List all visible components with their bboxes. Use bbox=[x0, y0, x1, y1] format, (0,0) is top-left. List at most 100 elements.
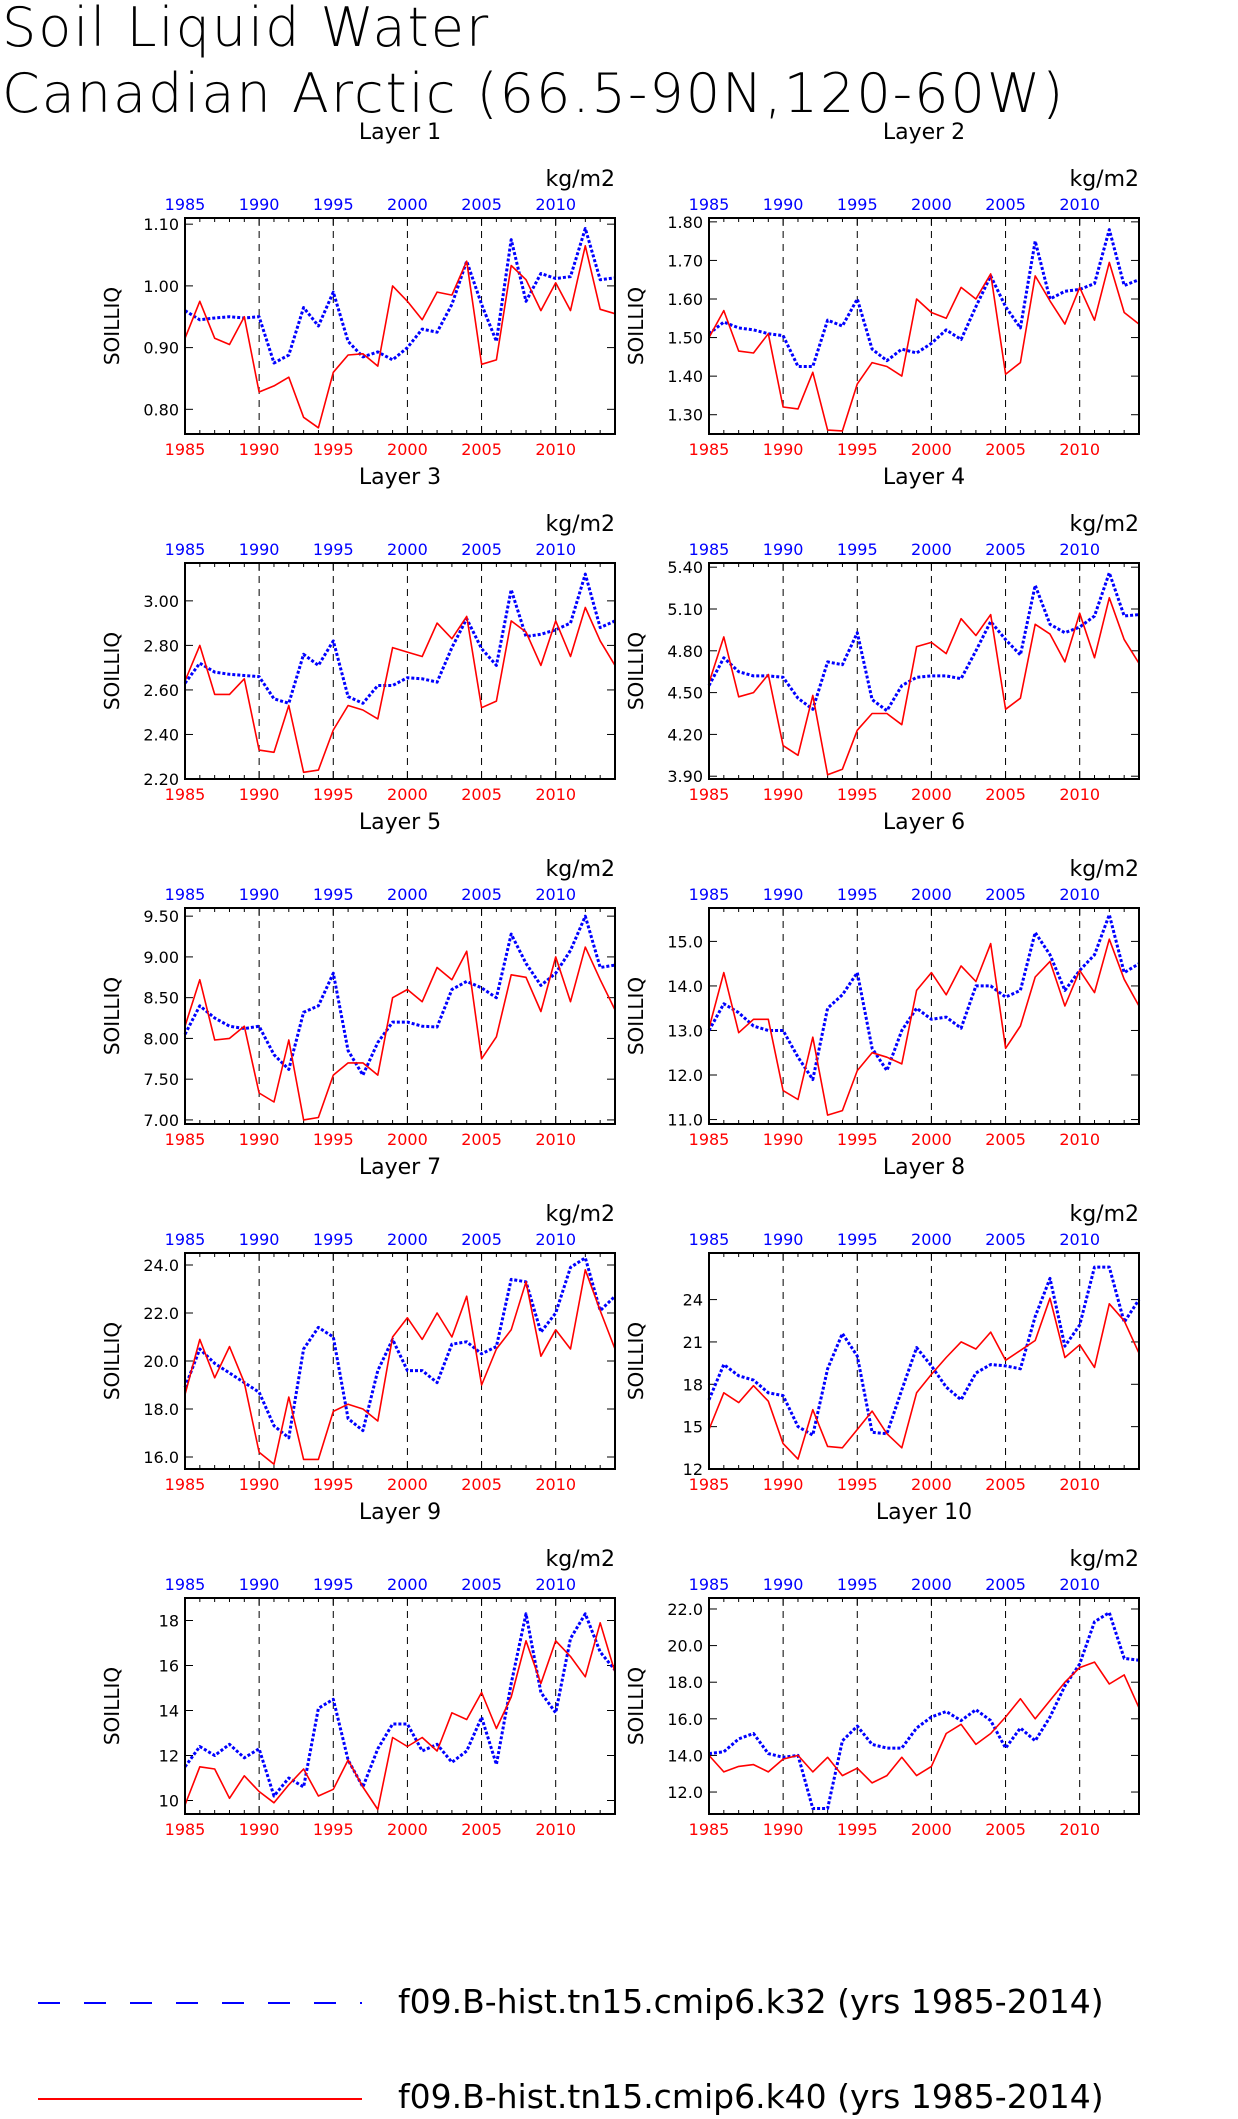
panel-title: Layer 4 bbox=[883, 465, 965, 490]
x-tick-label-bottom: 1990 bbox=[239, 1130, 280, 1149]
x-tick-label-top: 2010 bbox=[1059, 195, 1100, 214]
x-tick-label-bottom: 2005 bbox=[985, 1475, 1026, 1494]
y-tick-label: 9.50 bbox=[143, 907, 179, 926]
units-label: kg/m2 bbox=[545, 1547, 615, 1572]
x-tick-label-bottom: 2000 bbox=[387, 440, 428, 459]
y-tick-label: 3.00 bbox=[143, 592, 179, 611]
y-tick-label: 22.0 bbox=[667, 1600, 703, 1619]
panel-title: Layer 3 bbox=[359, 465, 441, 490]
x-tick-label-top: 2000 bbox=[387, 540, 428, 559]
x-tick-label-top: 2010 bbox=[1059, 540, 1100, 559]
x-tick-label-bottom: 2005 bbox=[461, 1475, 502, 1494]
x-tick-label-top: 1990 bbox=[239, 540, 280, 559]
panel-title: Layer 1 bbox=[359, 120, 441, 145]
x-tick-label-bottom: 2010 bbox=[1059, 785, 1100, 804]
x-tick-label-top: 2005 bbox=[985, 1575, 1026, 1594]
x-tick-label-bottom: 2005 bbox=[985, 440, 1026, 459]
y-axis-label: SOILLIQ bbox=[100, 632, 124, 710]
x-tick-label-bottom: 1995 bbox=[837, 1130, 878, 1149]
y-tick-label: 5.10 bbox=[667, 600, 703, 619]
x-tick-label-top: 1985 bbox=[165, 885, 206, 904]
series-line-k40 bbox=[184, 1622, 616, 1811]
series-line-k32 bbox=[707, 571, 1140, 713]
x-tick-label-top: 1985 bbox=[165, 540, 206, 559]
y-tick-label: 12.0 bbox=[667, 1066, 703, 1085]
units-label: kg/m2 bbox=[545, 512, 615, 537]
series-line-k32 bbox=[183, 572, 616, 705]
x-tick-label-top: 1985 bbox=[689, 540, 730, 559]
x-tick-label-bottom: 1995 bbox=[313, 1820, 354, 1839]
series-line-k32 bbox=[707, 913, 1140, 1081]
figure-title-line1: Soil Liquid Water bbox=[2, 0, 490, 59]
x-tick-label-bottom: 2010 bbox=[1059, 440, 1100, 459]
series-line-k40 bbox=[184, 946, 616, 1121]
x-tick-label-top: 2000 bbox=[911, 540, 952, 559]
chart-panel-layer-6: Layer 6 kg/m2 SOILLIQ 1985 1985 1990 1990 1995 1… bbox=[624, 810, 1140, 1149]
x-tick-label-top: 1990 bbox=[239, 1230, 280, 1249]
y-tick-label: 10 bbox=[159, 1792, 179, 1811]
x-tick-label-top: 2000 bbox=[911, 195, 952, 214]
x-tick-label-top: 1990 bbox=[239, 195, 280, 214]
chart-panel-layer-8: Layer 8 kg/m2 SOILLIQ 1985 1985 1990 1990 1995 1… bbox=[624, 1155, 1141, 1494]
y-tick-label: 1.40 bbox=[667, 367, 703, 386]
y-axis-label: SOILLIQ bbox=[100, 287, 124, 365]
y-tick-label: 22.0 bbox=[143, 1304, 179, 1323]
plot-frame bbox=[708, 1252, 1140, 1470]
x-tick-label-bottom: 2000 bbox=[387, 1475, 428, 1494]
y-tick-label: 1.60 bbox=[667, 290, 703, 309]
x-tick-label-top: 1995 bbox=[837, 885, 878, 904]
x-tick-label-top: 2005 bbox=[985, 885, 1026, 904]
y-tick-label: 5.40 bbox=[667, 558, 703, 577]
series-line-k40 bbox=[184, 1269, 616, 1465]
x-tick-label-top: 2010 bbox=[1059, 885, 1100, 904]
x-tick-label-top: 1985 bbox=[165, 1230, 206, 1249]
x-tick-label-top: 2000 bbox=[387, 195, 428, 214]
plot-frame bbox=[708, 217, 1140, 435]
y-tick-label: 12 bbox=[683, 1460, 703, 1479]
units-label: kg/m2 bbox=[1069, 167, 1139, 192]
chart-panel-layer-7: Layer 7 kg/m2 SOILLIQ 1985 1985 1990 1990 1995 1… bbox=[100, 1155, 617, 1494]
y-tick-label: 14.0 bbox=[667, 977, 703, 996]
y-axis-label: SOILLIQ bbox=[624, 1322, 648, 1400]
y-tick-label: 16.0 bbox=[667, 1710, 703, 1729]
series-line-k32 bbox=[183, 1612, 617, 1798]
panel-title: Layer 5 bbox=[359, 810, 441, 835]
y-tick-label: 13.0 bbox=[667, 1021, 703, 1040]
y-tick-label: 0.80 bbox=[143, 400, 179, 419]
x-tick-label-bottom: 2010 bbox=[1059, 1475, 1100, 1494]
x-tick-label-top: 2010 bbox=[1059, 1230, 1100, 1249]
x-tick-label-bottom: 2000 bbox=[911, 1130, 952, 1149]
y-tick-label: 11.0 bbox=[667, 1111, 703, 1130]
x-tick-label-bottom: 1985 bbox=[689, 1820, 730, 1839]
y-tick-label: 7.50 bbox=[143, 1070, 179, 1089]
chart-panel-layer-9: Layer 9 kg/m2 SOILLIQ 1985 1985 1990 1990 1995 1… bbox=[100, 1500, 617, 1839]
panel-title: Layer 7 bbox=[359, 1155, 441, 1180]
x-tick-label-bottom: 2005 bbox=[985, 1820, 1026, 1839]
plot-frame bbox=[708, 1597, 1140, 1815]
series-line-k40 bbox=[184, 606, 616, 774]
y-tick-label: 18.0 bbox=[667, 1673, 703, 1692]
y-tick-label: 16 bbox=[159, 1657, 179, 1676]
x-tick-label-bottom: 2005 bbox=[461, 785, 502, 804]
x-tick-label-bottom: 1995 bbox=[837, 440, 878, 459]
y-axis-label: SOILLIQ bbox=[100, 1667, 124, 1745]
x-tick-label-bottom: 1990 bbox=[763, 440, 804, 459]
y-tick-label: 14 bbox=[159, 1702, 179, 1721]
x-tick-label-top: 1990 bbox=[763, 885, 804, 904]
y-tick-label: 18.0 bbox=[143, 1400, 179, 1419]
legend-label-k40: f09.B-hist.tn15.cmip6.k40 (yrs 1985-2014… bbox=[398, 2077, 1104, 2116]
x-tick-label-bottom: 2005 bbox=[461, 440, 502, 459]
y-tick-label: 24 bbox=[683, 1291, 703, 1310]
y-tick-label: 16.0 bbox=[143, 1448, 179, 1467]
x-tick-label-bottom: 1990 bbox=[239, 440, 280, 459]
plot-frame bbox=[184, 217, 616, 435]
series-line-k40 bbox=[708, 261, 1140, 432]
x-tick-label-bottom: 2000 bbox=[911, 1820, 952, 1839]
x-tick-label-top: 2000 bbox=[911, 1575, 952, 1594]
plot-frame bbox=[708, 907, 1140, 1125]
x-tick-label-bottom: 2010 bbox=[1059, 1130, 1100, 1149]
x-tick-label-bottom: 1985 bbox=[165, 440, 206, 459]
y-tick-label: 3.90 bbox=[667, 767, 703, 786]
x-tick-label-bottom: 1985 bbox=[165, 1475, 206, 1494]
x-tick-label-bottom: 2000 bbox=[387, 785, 428, 804]
